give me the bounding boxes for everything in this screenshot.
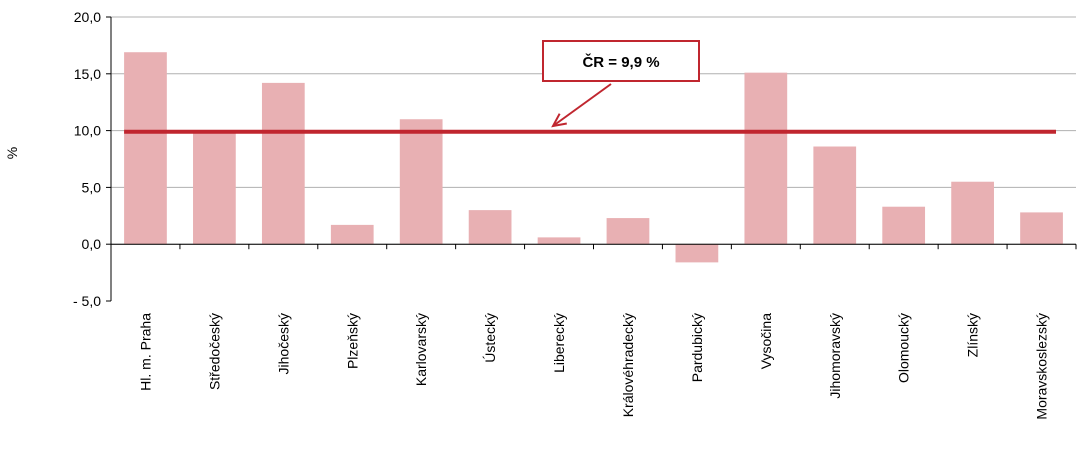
y-tick-label: - 5,0 (73, 293, 101, 309)
y-tick-label: 0,0 (82, 236, 102, 252)
x-tick-label: Plzeňský (344, 313, 360, 369)
bar (675, 244, 719, 263)
y-tick-label: 10,0 (74, 123, 101, 139)
bar (882, 206, 926, 245)
x-tick-label: Hl. m. Praha (137, 313, 153, 391)
bar (399, 119, 443, 245)
bar (1020, 212, 1063, 245)
bar (193, 130, 236, 245)
x-tick-label: Jihočeský (275, 313, 291, 374)
bar (537, 237, 581, 245)
y-tick-labels: 20,0 15,0 10,0 5,0 0,0 - 5,0 (73, 9, 101, 309)
annotation-arrow (552, 83, 612, 127)
y-tick-label: 15,0 (74, 66, 101, 82)
bar (744, 72, 788, 245)
bar (951, 181, 994, 245)
x-tick-label: Královéhradecký (620, 313, 636, 417)
x-tick-label: Ústecký (482, 313, 498, 363)
x-tick-label: Středočeský (206, 313, 222, 390)
bars (124, 52, 1063, 263)
bar (606, 218, 650, 245)
axes (106, 16, 1077, 302)
x-tick-label: Zlínský (965, 313, 981, 357)
bar (124, 52, 167, 245)
bar (261, 82, 305, 245)
x-tick-label: Pardubický (689, 313, 705, 382)
x-tick-label: Moravskoslezský (1034, 313, 1050, 420)
bar (813, 146, 857, 245)
x-tick-labels: Hl. m. Praha Středočeský Jihočeský Plzeňský… (137, 313, 1049, 420)
y-tick-label: 5,0 (82, 179, 102, 195)
x-tick-label: Vysočina (758, 313, 774, 370)
reference-annotation: ČR = 9,9 % (542, 40, 700, 128)
bar (468, 210, 512, 245)
x-tick-label: Liberecký (551, 313, 567, 373)
annotation-label: ČR = 9,9 % (582, 53, 659, 71)
bar (330, 224, 374, 245)
x-tick-label: Karlovarský (413, 313, 429, 386)
annotation-box (542, 40, 700, 82)
y-tick-label: 20,0 (74, 9, 101, 25)
x-tick-label: Jihomoravský (827, 313, 843, 399)
x-tick-label: Olomoucký (896, 313, 912, 383)
y-axis-label: % (4, 147, 20, 159)
annotation-arrowhead (551, 113, 567, 128)
